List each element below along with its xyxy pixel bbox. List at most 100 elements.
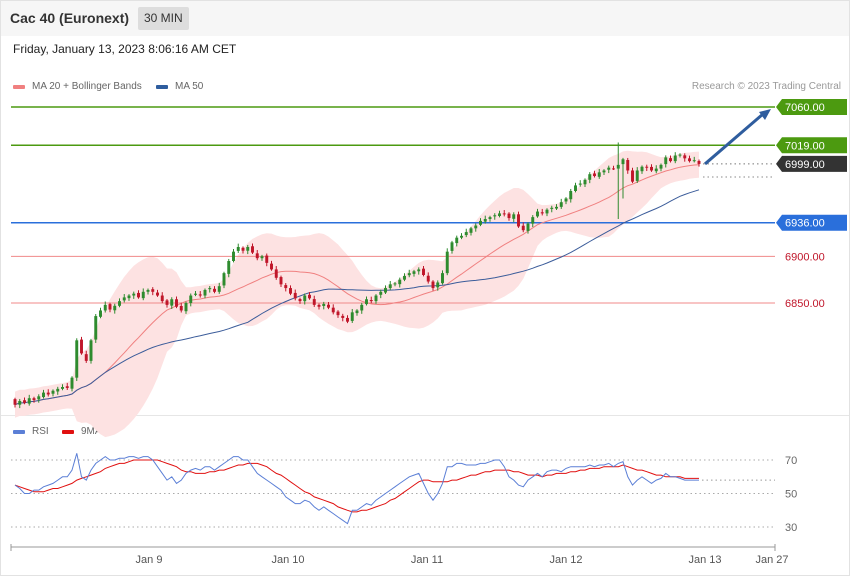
level-label-6900.00: 6900.00 [785, 251, 825, 263]
candle [132, 293, 136, 296]
candle [664, 157, 668, 165]
candle [555, 206, 558, 209]
candle [445, 251, 449, 274]
candle [23, 400, 26, 403]
candle [493, 215, 497, 217]
candle [412, 271, 416, 274]
candle [94, 316, 98, 340]
candle [441, 273, 444, 284]
candle [274, 269, 278, 278]
candle [80, 339, 83, 354]
candle [260, 256, 264, 259]
candle [213, 288, 216, 292]
candle [517, 214, 520, 227]
candle [265, 255, 269, 263]
forecast-arrow [704, 112, 764, 166]
candle [137, 292, 140, 298]
candle [650, 166, 653, 171]
candle [103, 304, 107, 311]
candle [393, 283, 397, 285]
candle [141, 291, 145, 299]
candle [32, 398, 36, 401]
candle [170, 299, 174, 306]
candle [564, 198, 568, 202]
legend-9ma-swatch [62, 429, 74, 434]
legend-rsi-label: RSI [32, 426, 49, 437]
level-label-7060.00: 7060.00 [785, 102, 825, 114]
candle [669, 158, 672, 162]
rsi-tick-label: 70 [785, 455, 797, 467]
candle [289, 288, 292, 294]
ma50-line [14, 189, 700, 406]
legend-ma20-label: MA 20 + Bollinger Bands [32, 81, 142, 92]
candle [455, 237, 459, 244]
candle [222, 273, 226, 286]
x-tick-label: Jan 9 [136, 554, 163, 566]
candle [697, 160, 701, 164]
candle [279, 277, 283, 285]
candle [317, 304, 321, 307]
candle [194, 293, 197, 295]
candle [151, 289, 155, 292]
legend-ma50: MA 50 [156, 81, 203, 92]
level-label-7019.00: 7019.00 [785, 140, 825, 152]
candle [189, 295, 193, 303]
candle [203, 289, 207, 296]
rsi-tick-label: 30 [785, 522, 797, 534]
level-label-6936.00: 6936.00 [785, 218, 825, 230]
candle [369, 300, 373, 302]
candle [232, 251, 235, 261]
rsi-9ma-line [14, 459, 699, 513]
candle [683, 155, 687, 159]
candle [118, 301, 121, 306]
candle [436, 282, 440, 288]
candle [483, 219, 487, 222]
level-tag-7019.00 [776, 137, 847, 154]
credit-text: Research © 2023 Trading Central [691, 81, 841, 92]
candle [284, 285, 288, 289]
candle [688, 158, 691, 162]
candle [398, 279, 402, 285]
candle [146, 289, 150, 292]
level-tag-6999.00 [776, 155, 847, 172]
bollinger-band [15, 150, 699, 438]
candle [179, 305, 183, 311]
candle [673, 155, 677, 162]
candle [331, 307, 335, 313]
candle [341, 315, 345, 318]
candle [46, 392, 50, 395]
legend-9ma-label: 9MA [81, 426, 102, 437]
candle [521, 225, 525, 231]
candle [597, 172, 601, 177]
candle [175, 299, 178, 307]
x-tick-label: Jan 27 [755, 554, 788, 566]
candle [631, 170, 634, 182]
candle [246, 247, 250, 251]
candle [217, 286, 221, 292]
legend-9ma: 9MA [62, 426, 102, 437]
candle [545, 209, 549, 214]
candle [56, 388, 60, 392]
candle [388, 284, 392, 289]
candle [531, 217, 535, 224]
candle [645, 166, 649, 168]
candle [602, 170, 606, 173]
candle [70, 377, 74, 389]
candle [18, 401, 22, 405]
legend-ma50-swatch [156, 84, 168, 89]
candle [512, 214, 516, 219]
candle [536, 211, 539, 217]
candle [355, 310, 359, 314]
timestamp: Friday, January 13, 2023 8:06:16 AM CET [13, 42, 237, 56]
candle [417, 269, 421, 272]
candle [236, 247, 240, 251]
candle [569, 191, 573, 200]
rsi-tick-label: 50 [785, 489, 797, 501]
rsi-line [14, 453, 699, 525]
legend-rsi-swatch [13, 429, 25, 434]
candle [550, 207, 554, 209]
candle [464, 232, 468, 236]
candle [659, 164, 663, 169]
timeframe-button[interactable]: 30 MIN [138, 7, 189, 30]
